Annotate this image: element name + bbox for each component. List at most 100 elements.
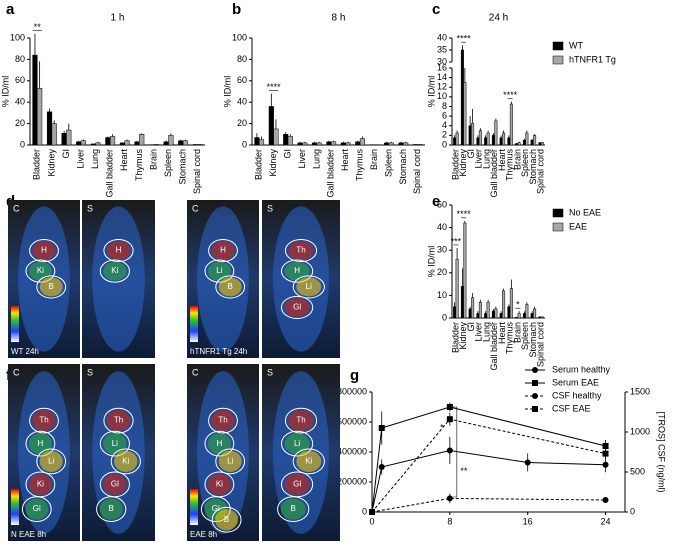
bar (120, 143, 125, 145)
legend-label: No EAE (569, 207, 601, 217)
organ-label: H (41, 246, 47, 255)
organ-label: Li (227, 456, 233, 465)
bar (487, 133, 489, 145)
legend-label: WT (569, 40, 583, 50)
view-label: C (13, 203, 20, 213)
x-tick-label: 8 (447, 516, 452, 526)
organ-label: Gl (111, 479, 119, 488)
organ-label: Ki (305, 456, 312, 465)
series-line (372, 451, 606, 513)
organ-label: Li (306, 282, 312, 291)
data-point (603, 443, 609, 449)
x-tick-label: Brain (369, 149, 379, 170)
x-tick-label: Spinal cord (192, 149, 202, 194)
legend-label: EAE (569, 221, 587, 231)
bar (492, 135, 494, 145)
series-line (372, 407, 606, 512)
bar (47, 112, 52, 145)
organ-label: Li (216, 266, 222, 275)
legend-marker (532, 393, 538, 399)
bar (403, 143, 408, 145)
bar (453, 307, 455, 318)
bar (288, 136, 293, 145)
bar (526, 304, 528, 318)
x-tick-label: 0 (369, 516, 374, 526)
significance: ** (460, 466, 468, 476)
bar (533, 135, 535, 145)
y-tick-label: 20 (237, 118, 247, 128)
panel-letter: c (432, 1, 440, 18)
bar (539, 317, 541, 318)
bar (33, 55, 38, 145)
data-point (447, 495, 453, 501)
y2-tick-label: 1500 (630, 386, 650, 396)
bar (356, 142, 361, 145)
y-tick-label: 30 (437, 56, 447, 66)
x-tick-label: Brain (148, 149, 158, 170)
bar (178, 141, 183, 145)
data-point (369, 509, 375, 515)
y-tick-label: 8 (442, 101, 447, 111)
chart-title: 8 h (332, 13, 346, 24)
bar (471, 123, 473, 145)
y-tick-label: 800000 (337, 386, 367, 396)
bar (456, 259, 458, 318)
x-tick-label: Stomach (178, 149, 188, 185)
data-point (379, 425, 385, 431)
organ-label: Th (114, 416, 123, 425)
bar (37, 88, 42, 145)
bar (539, 143, 541, 145)
bar (510, 104, 512, 145)
bar (469, 309, 471, 318)
bar (62, 133, 67, 145)
bar (500, 313, 502, 318)
legend-swatch (553, 209, 563, 217)
organ-label: H (294, 266, 300, 275)
y-tick-label: 100 (10, 32, 25, 42)
bar (139, 134, 144, 145)
y-tick-label: 400000 (337, 446, 367, 456)
organ-label: Li (48, 456, 54, 465)
y-tick-label: 40 (237, 97, 247, 107)
bar (464, 223, 466, 318)
x-tick-label: Spleen (163, 149, 173, 177)
organ-label: Gl (33, 504, 41, 513)
bar (331, 142, 336, 145)
y-tick-label: 10 (437, 290, 447, 300)
x-tick-label: Liver (75, 149, 85, 169)
legend-swatch (553, 42, 563, 50)
view-label: S (267, 203, 273, 213)
bar (169, 135, 174, 145)
bar (541, 143, 543, 145)
image-caption: EAE 8h (190, 530, 217, 539)
organ-label: B (228, 282, 233, 291)
bar (523, 140, 525, 145)
data-point (447, 448, 453, 454)
legend-label: CSF healthy (552, 390, 602, 400)
y2-tick-label: 0 (630, 506, 635, 516)
bar (484, 313, 486, 318)
bar (341, 143, 346, 145)
bar (164, 142, 169, 145)
bar (464, 82, 466, 145)
significance: * (440, 422, 444, 432)
organ-label: Th (218, 416, 227, 425)
y-tick-label: 20 (15, 118, 25, 128)
data-point (447, 404, 453, 410)
bar (399, 143, 404, 145)
legend-label: CSF EAE (552, 403, 591, 413)
x-tick-label: Heart (119, 149, 129, 172)
bar (154, 144, 159, 145)
y-tick-label: 100 (232, 32, 247, 42)
bar (389, 143, 394, 145)
y-tick-label: 40 (15, 97, 25, 107)
y-tick-label: 30 (437, 245, 447, 255)
x-tick-label: Stomach (398, 149, 408, 185)
series-line (372, 498, 606, 512)
organ-label: B (109, 504, 114, 513)
bar (487, 302, 489, 318)
bar (274, 129, 279, 145)
y-tick-label: 200000 (337, 476, 367, 486)
x-tick-label: Spinal cord (412, 149, 422, 194)
panel-letter: e (432, 193, 440, 210)
